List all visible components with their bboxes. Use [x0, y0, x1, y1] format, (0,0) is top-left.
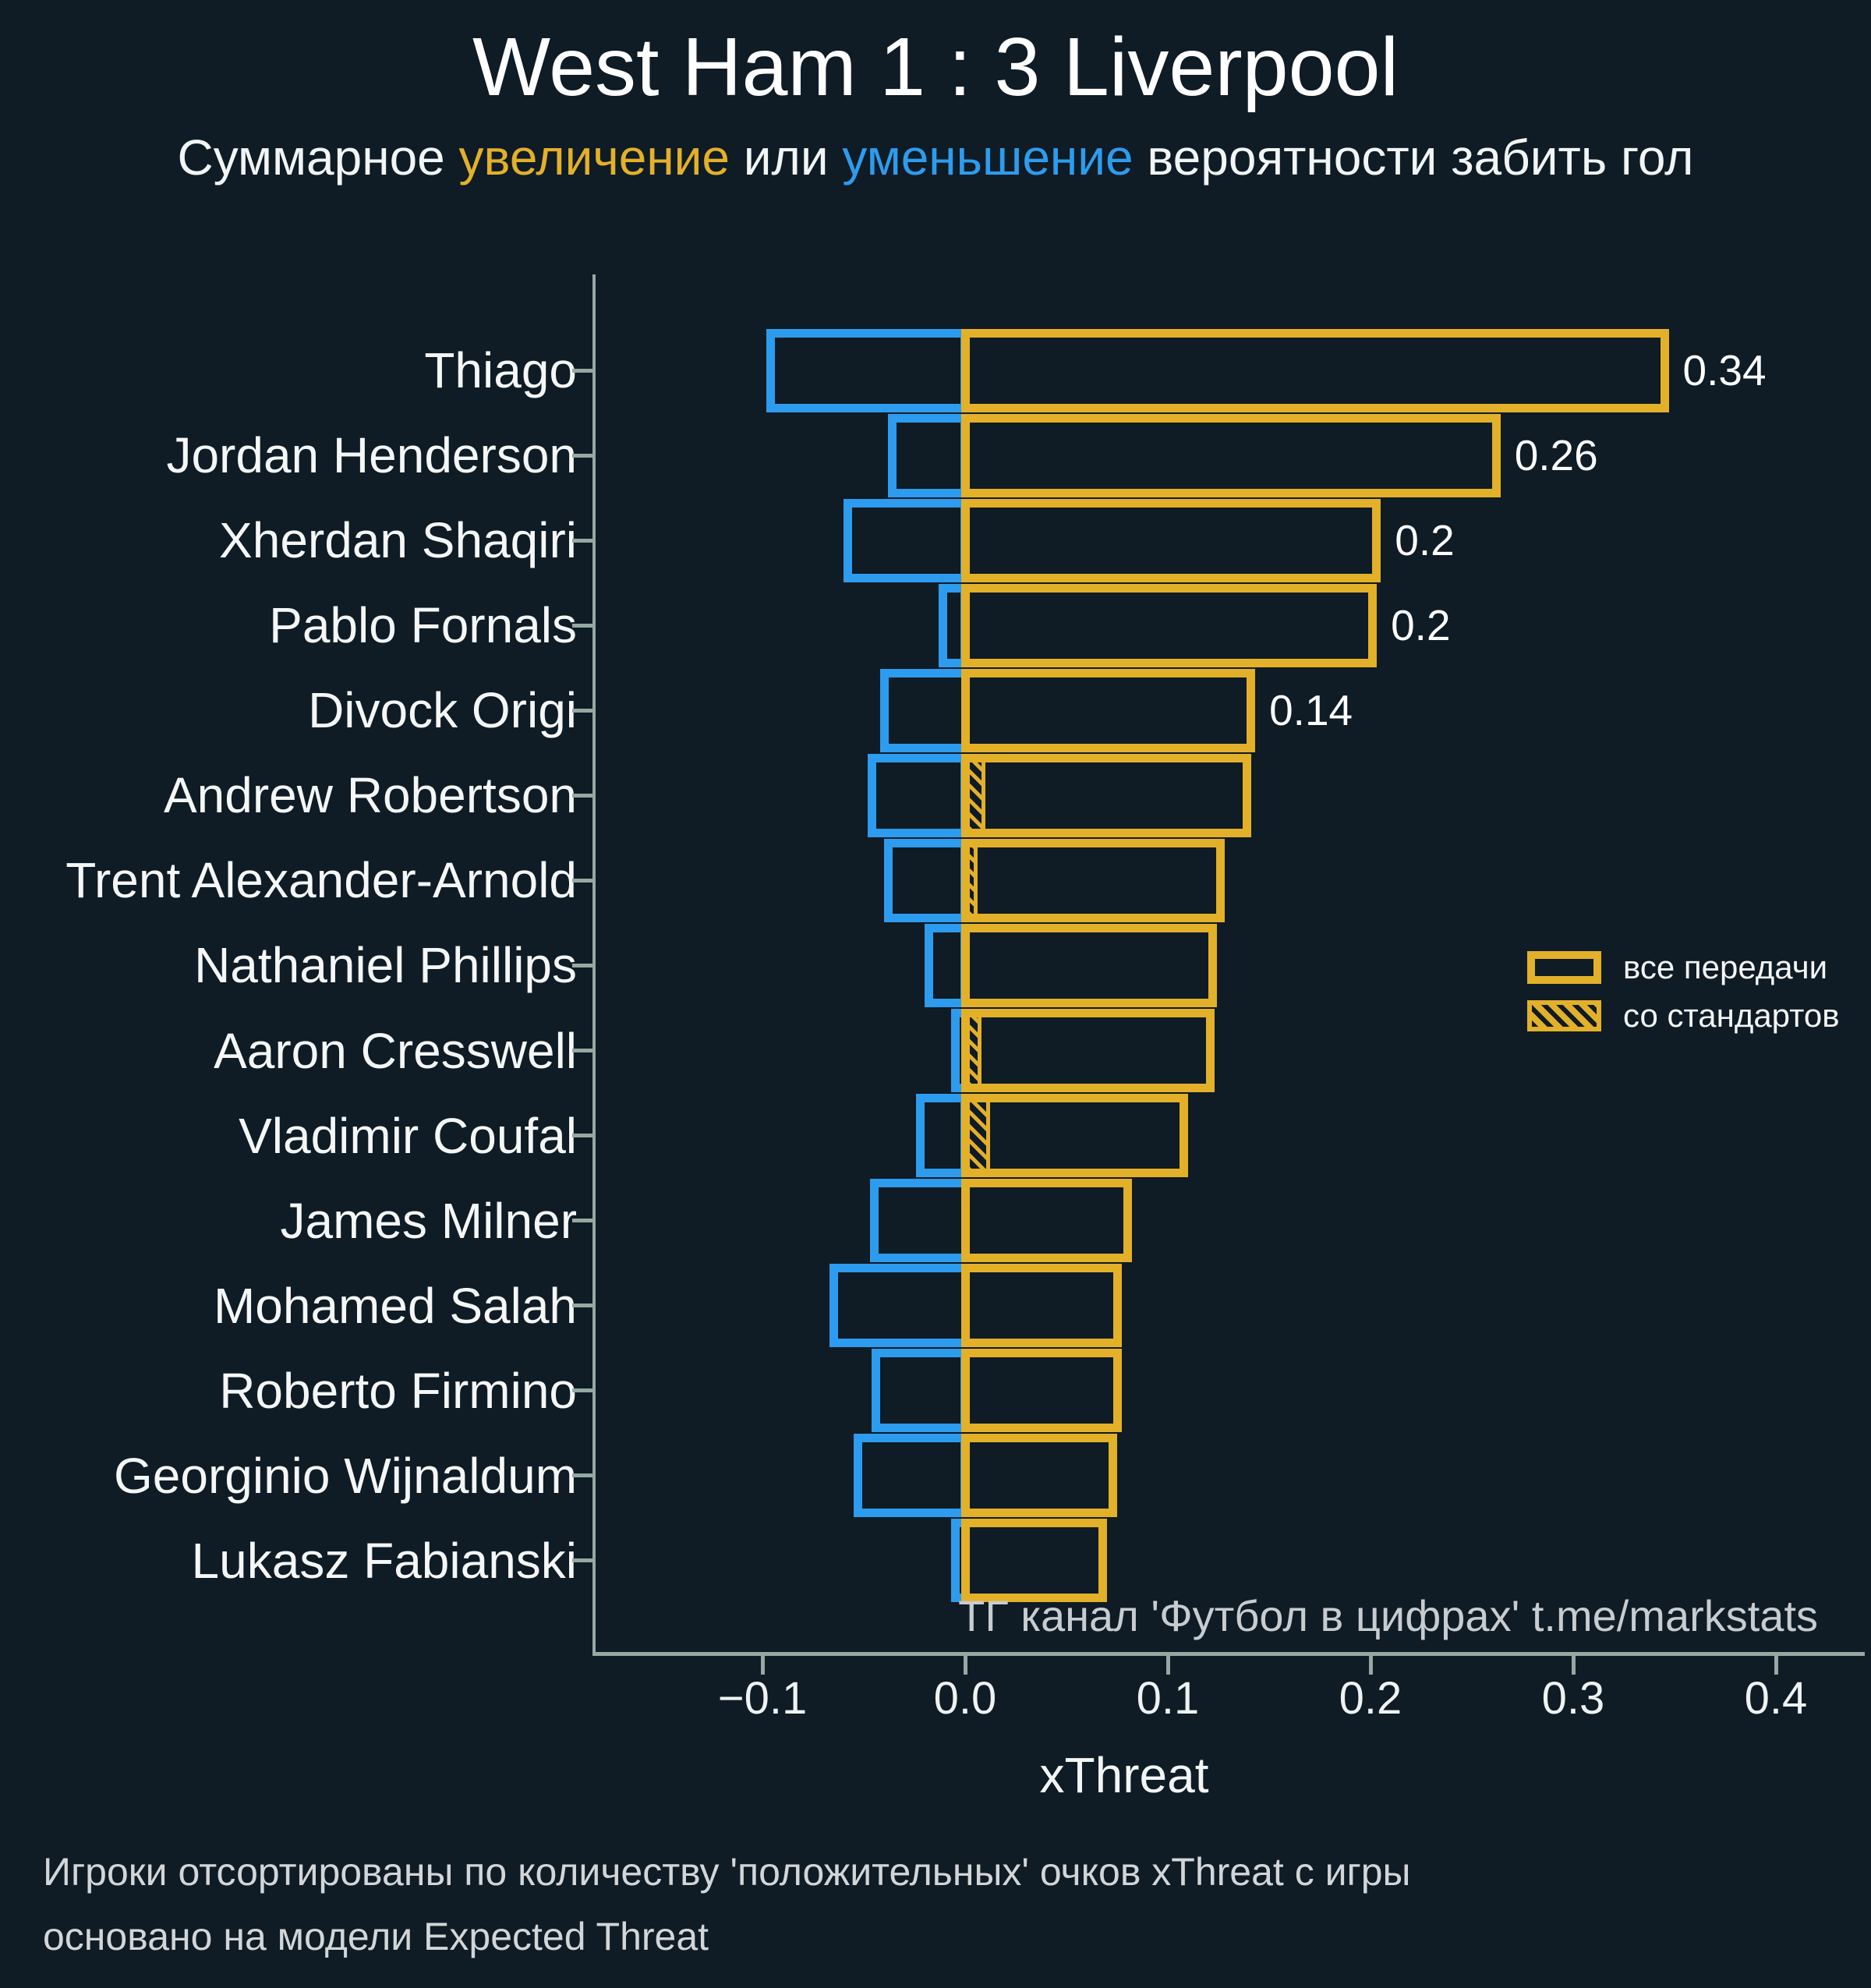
y-tick-label-player: Roberto Firmino [219, 1362, 577, 1419]
y-tick-mark [572, 1388, 592, 1393]
legend-label-set-pieces: со стандартов [1623, 997, 1840, 1034]
y-tick-mark [572, 1134, 592, 1138]
y-tick-mark [572, 453, 592, 458]
bar-value-label: 0.2 [1391, 601, 1451, 650]
bar-positive [960, 1179, 1132, 1263]
bar-positive [960, 753, 1251, 837]
bar-positive [960, 328, 1669, 412]
subtitle-middle: или [730, 129, 843, 186]
y-tick-mark [572, 1304, 592, 1308]
y-tick-mark [572, 963, 592, 967]
y-tick-mark [572, 1219, 592, 1223]
bar-setpiece [963, 843, 978, 918]
bar-setpiece [963, 1098, 990, 1173]
y-tick-label-player: Andrew Robertson [163, 767, 577, 824]
x-tick-label: 0.2 [1339, 1673, 1402, 1724]
y-tick-label-player: Mohamed Salah [213, 1277, 577, 1334]
bar-negative [853, 1434, 970, 1518]
bar-positive [960, 1094, 1189, 1178]
y-tick-label-player: Nathaniel Phillips [194, 937, 577, 994]
bar-value-label: 0.34 [1682, 346, 1767, 394]
bar-negative [867, 753, 970, 837]
x-tick-mark [1774, 1654, 1778, 1675]
y-tick-label-player: Xherdan Shaqiri [219, 512, 577, 569]
subtitle-decrease-word: уменьшение [842, 129, 1134, 186]
y-tick-mark [572, 1558, 592, 1563]
bar-positive [960, 1264, 1122, 1348]
chart-subtitle: Суммарное увеличение или уменьшение веро… [0, 128, 1871, 188]
y-tick-label-player: Pablo Fornals [269, 597, 577, 654]
bar-negative [869, 1179, 970, 1263]
y-tick-label-player: Georginio Wijnaldum [113, 1447, 577, 1504]
x-axis-title: xThreat [1039, 1747, 1209, 1803]
bar-negative [829, 1264, 970, 1348]
x-tick-mark [1368, 1654, 1373, 1675]
x-axis-spine [592, 1652, 1865, 1656]
bar-value-label: 0.14 [1269, 686, 1353, 735]
y-tick-mark [572, 1049, 592, 1053]
y-axis-spine [592, 274, 596, 1655]
bar-value-label: 0.2 [1395, 516, 1455, 565]
y-tick-mark [572, 878, 592, 883]
y-tick-mark [572, 708, 592, 713]
bar-setpiece [963, 1013, 982, 1088]
x-tick-label: 0.4 [1744, 1673, 1808, 1724]
y-tick-label-player: Lukasz Fabianski [191, 1532, 577, 1589]
legend-swatch-set-pieces [1527, 1000, 1601, 1031]
y-tick-mark [572, 368, 592, 373]
y-tick-mark [572, 1473, 592, 1478]
x-tick-mark [760, 1654, 765, 1675]
bar-positive [960, 583, 1378, 667]
x-tick-label: −0.1 [717, 1673, 808, 1724]
bar-value-label: 0.26 [1514, 431, 1598, 480]
legend-label-all-passes: все передачи [1623, 949, 1828, 985]
bar-positive [960, 668, 1256, 752]
y-tick-mark [572, 538, 592, 543]
x-tick-mark [1165, 1654, 1170, 1675]
chart-title: West Ham 1 : 3 Liverpool [472, 21, 1399, 113]
bar-positive [960, 923, 1217, 1007]
legend-swatch-all-passes [1527, 951, 1601, 984]
y-tick-label-player: Aaron Cresswell [214, 1022, 577, 1079]
y-tick-label-player: Vladimir Coufal [239, 1107, 577, 1164]
bar-negative [872, 1349, 970, 1433]
x-tick-label: 0.0 [933, 1673, 997, 1724]
watermark: ТГ канал 'Футбол в цифрах' t.me/markstat… [958, 1591, 1818, 1640]
x-tick-mark [963, 1654, 967, 1675]
subtitle-prefix: Суммарное [177, 129, 459, 186]
bar-negative [887, 413, 970, 497]
subtitle-suffix: вероятности забить гол [1133, 129, 1694, 186]
x-tick-label: 0.3 [1541, 1673, 1605, 1724]
bar-negative [879, 668, 970, 752]
y-tick-label-player: Thiago [424, 342, 577, 398]
footnote-line-2: основано на модели Expected Threat [43, 1915, 709, 1958]
footnote-line-1: Игроки отсортированы по количеству 'поло… [43, 1850, 1411, 1894]
y-tick-label-player: James Milner [280, 1192, 577, 1249]
bar-negative [883, 838, 970, 922]
bar-positive [960, 413, 1501, 497]
bar-positive [960, 1349, 1122, 1433]
y-tick-label-player: Trent Alexander-Arnold [65, 852, 577, 909]
bar-positive [960, 1009, 1215, 1093]
bar-setpiece [963, 758, 986, 833]
x-tick-label: 0.1 [1136, 1673, 1200, 1724]
bar-negative [766, 328, 970, 412]
y-tick-label-player: Divock Origi [308, 682, 577, 739]
y-tick-mark [572, 793, 592, 798]
y-tick-label-player: Jordan Henderson [166, 427, 577, 484]
y-tick-mark [572, 623, 592, 628]
bar-positive [960, 1519, 1108, 1603]
x-tick-mark [1571, 1654, 1576, 1675]
bar-positive [960, 1434, 1118, 1518]
bar-positive [960, 498, 1381, 582]
bar-positive [960, 838, 1226, 922]
subtitle-increase-word: увеличение [458, 129, 730, 186]
bar-negative [843, 498, 970, 582]
